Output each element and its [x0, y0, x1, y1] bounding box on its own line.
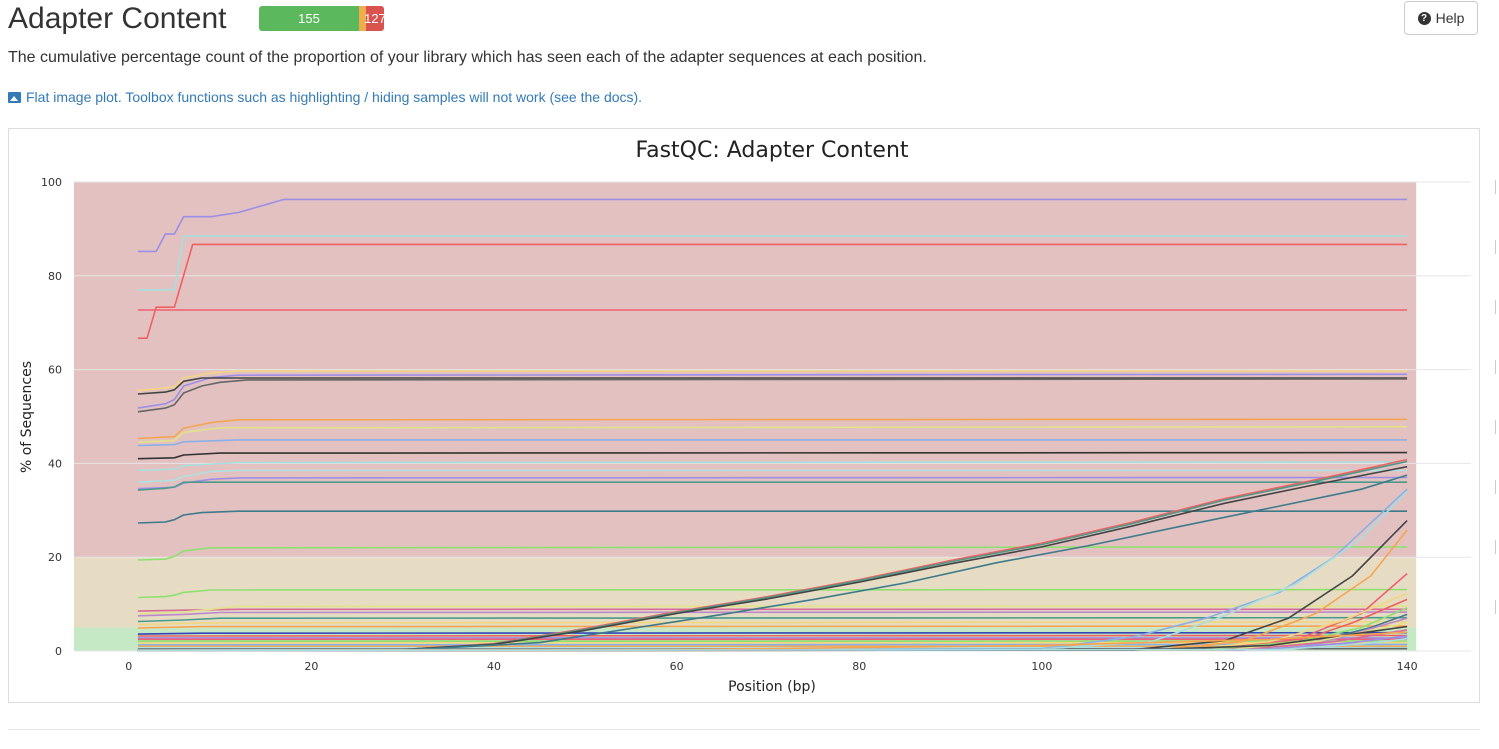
series-line	[137, 469, 1408, 483]
side-mark	[1495, 540, 1499, 554]
series-line	[137, 634, 1408, 637]
side-mark	[1495, 420, 1499, 434]
x-tick-label: 20	[304, 660, 318, 673]
series-line	[137, 631, 1408, 635]
series-line	[137, 638, 1408, 652]
x-tick-label: 120	[1214, 660, 1235, 673]
series-line	[137, 439, 1408, 447]
x-tick-label: 80	[852, 660, 866, 673]
x-tick-label: 0	[125, 660, 132, 673]
y-tick-label: 100	[41, 176, 62, 189]
y-axis-ticks: 0 20 40 60 80 100	[41, 176, 62, 658]
series-line	[137, 451, 1408, 460]
series-line	[137, 378, 1408, 413]
flat-image-plot-text: Flat image plot. Toolbox functions such …	[26, 89, 643, 105]
status-fail-count[interactable]: 127	[364, 6, 384, 31]
series-line	[137, 546, 1408, 561]
y-axis-label: % of Sequences	[19, 361, 35, 473]
help-button[interactable]: ? Help	[1404, 1, 1478, 35]
plot-container: 0 20 40 60 80 100 120 140 0 20 40 60 80 100 FastQC: …	[8, 128, 1480, 703]
y-tick-label: 80	[48, 270, 62, 283]
series-line	[137, 373, 1408, 409]
side-mark	[1495, 300, 1499, 314]
help-button-label: Help	[1435, 10, 1465, 26]
section-description: The cumulative percentage count of the p…	[8, 49, 927, 66]
y-tick-label: 0	[55, 645, 62, 658]
x-axis-label: Position (bp)	[728, 679, 816, 695]
series-line	[137, 474, 1408, 652]
series-line	[137, 510, 1408, 524]
y-tick-label: 20	[48, 551, 62, 564]
series-lines	[137, 198, 1408, 652]
page-title: Adapter Content	[8, 2, 227, 35]
adapter-content-chart: 0 20 40 60 80 100 120 140 0 20 40 60 80 100 FastQC: …	[19, 138, 1471, 695]
flat-image-plot-note[interactable]: Flat image plot. Toolbox functions such …	[8, 89, 642, 105]
x-tick-label: 100	[1031, 660, 1052, 673]
x-tick-label: 60	[670, 660, 684, 673]
x-axis-ticks: 0 20 40 60 80 100 120 140	[125, 660, 1417, 673]
side-mark	[1495, 360, 1499, 374]
series-line	[137, 235, 1408, 291]
section-header: Adapter Content 155 127 ? Help	[8, 0, 1488, 40]
series-line	[137, 481, 1408, 491]
series-line	[137, 198, 1408, 253]
series-line	[137, 370, 1408, 392]
status-warn-count[interactable]	[359, 6, 366, 31]
series-line	[137, 643, 1408, 646]
series-line	[137, 611, 1408, 617]
x-tick-label: 40	[487, 660, 501, 673]
side-mark	[1495, 600, 1499, 614]
status-progress-bar[interactable]: 155 127	[259, 6, 384, 31]
y-tick-label: 60	[48, 364, 62, 377]
band-warn	[74, 557, 1417, 628]
series-line	[137, 621, 1408, 626]
image-icon	[8, 92, 21, 103]
series-line	[137, 616, 1408, 623]
side-mark	[1495, 480, 1499, 494]
status-pass-count[interactable]: 155	[259, 6, 359, 31]
series-line	[137, 605, 1408, 615]
question-circle-icon: ?	[1417, 11, 1431, 25]
side-mark	[1495, 180, 1499, 194]
series-line	[137, 625, 1408, 629]
series-line	[137, 461, 1408, 472]
series-line	[137, 588, 1408, 599]
side-toolbar-marks	[1495, 180, 1499, 640]
x-tick-label: 140	[1397, 660, 1418, 673]
chart-title: FastQC: Adapter Content	[635, 138, 908, 163]
series-line	[137, 243, 1408, 339]
status-bands	[74, 182, 1417, 651]
series-line	[137, 418, 1408, 440]
section-divider	[8, 729, 1480, 730]
y-tick-label: 40	[48, 457, 62, 470]
series-line	[137, 377, 1408, 395]
series-line	[137, 425, 1408, 444]
side-mark	[1495, 240, 1499, 254]
